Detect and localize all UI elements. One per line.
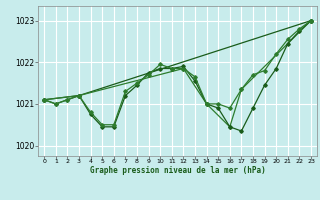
X-axis label: Graphe pression niveau de la mer (hPa): Graphe pression niveau de la mer (hPa) xyxy=(90,166,266,175)
